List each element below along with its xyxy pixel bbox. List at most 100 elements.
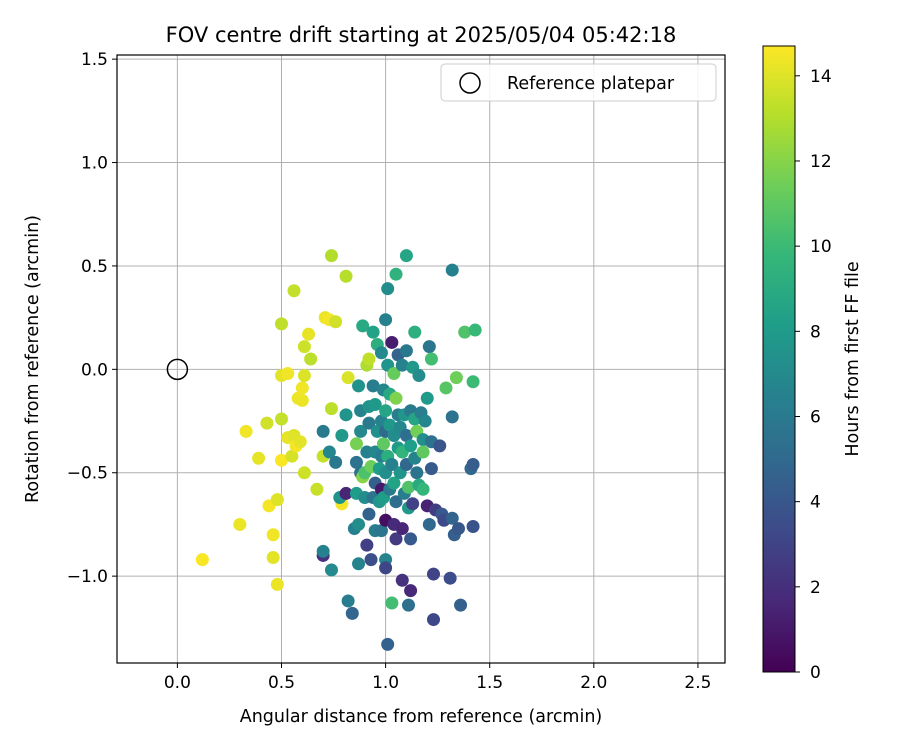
scatter-point <box>324 402 338 416</box>
scatter-point <box>377 437 391 451</box>
scatter-point <box>418 414 432 428</box>
scatter-point <box>439 381 453 395</box>
scatter-point <box>385 457 399 471</box>
scatter-points <box>166 249 482 651</box>
scatter-point <box>316 424 330 438</box>
scatter-point <box>416 482 430 496</box>
scatter-point <box>443 571 457 585</box>
scatter-point <box>239 424 253 438</box>
scatter-point <box>252 451 266 465</box>
scatter-point <box>449 371 463 385</box>
scatter-point <box>408 325 422 339</box>
scatter-point <box>339 408 353 422</box>
scatter-point <box>302 327 316 341</box>
scatter-point <box>322 445 336 459</box>
scatter-point <box>399 429 413 443</box>
scatter-point <box>374 524 388 538</box>
scatter-point <box>270 577 284 591</box>
x-tick-label: 2.0 <box>580 673 607 693</box>
scatter-point <box>445 263 459 277</box>
scatter-point <box>352 517 366 531</box>
scatter-point <box>341 371 355 385</box>
colorbar-tick-label: 8 <box>810 322 821 342</box>
scatter-point <box>297 340 311 354</box>
colorbar-label: Hours from first FF file <box>843 261 863 456</box>
scatter-point <box>366 379 380 393</box>
scatter-point <box>379 313 393 327</box>
reference-platepar-marker <box>166 358 189 381</box>
scatter-point <box>433 439 447 453</box>
scatter-point <box>324 563 338 577</box>
scatter-point <box>399 249 413 263</box>
scatter-point <box>389 495 403 509</box>
scatter-point <box>260 416 274 430</box>
y-tick-label: −1.0 <box>67 567 108 587</box>
scatter-point <box>420 391 434 405</box>
scatter-point <box>345 606 359 620</box>
scatter-point <box>339 269 353 283</box>
colorbar-tick-label: 12 <box>810 152 832 172</box>
scatter-point <box>389 391 403 405</box>
legend-label-reference: Reference platepar <box>507 74 675 94</box>
scatter-point <box>335 429 349 443</box>
y-tick-label: 1.5 <box>81 50 108 70</box>
scatter-point <box>360 538 374 552</box>
scatter-point <box>389 532 403 546</box>
colorbar-frame <box>762 45 796 673</box>
scatter-point <box>285 449 299 463</box>
scatter-point <box>324 249 338 263</box>
scatter-point <box>329 315 343 329</box>
scatter-point <box>349 455 363 469</box>
scatter-point <box>316 544 330 558</box>
scatter-point <box>364 553 378 567</box>
colorbar-tick-label: 10 <box>810 237 832 257</box>
scatter-point <box>379 404 393 418</box>
scatter-point <box>445 511 459 525</box>
scatter-point <box>366 325 380 339</box>
scatter-point <box>454 598 468 612</box>
scatter-point <box>270 493 284 507</box>
x-tick-label: 0.0 <box>164 673 191 693</box>
scatter-point <box>387 366 401 380</box>
scatter-point <box>295 381 309 395</box>
scatter-point <box>362 416 376 430</box>
scatter-point <box>402 480 416 494</box>
scatter-point <box>310 482 324 496</box>
y-axis-label: Rotation from reference (arcmin) <box>23 215 43 503</box>
scatter-point <box>274 317 288 331</box>
scatter-point <box>416 445 430 459</box>
scatter-point <box>389 267 403 281</box>
scatter-point <box>362 507 376 521</box>
scatter-point <box>468 323 482 337</box>
scatter-point <box>329 455 343 469</box>
scatter-point <box>410 466 424 480</box>
scatter-point <box>352 557 366 571</box>
colorbar <box>763 46 795 672</box>
scatter-point <box>379 561 393 575</box>
colorbar-tick-label: 14 <box>810 67 832 87</box>
x-axis-label: Angular distance from reference (arcmin) <box>240 707 603 727</box>
scatter-point <box>445 410 459 424</box>
scatter-point <box>422 340 436 354</box>
scatter-point <box>422 517 436 531</box>
scatter-point <box>395 522 409 536</box>
scatter-point <box>354 424 368 438</box>
scatter-point <box>404 532 418 546</box>
scatter-point <box>274 453 288 467</box>
scatter-point <box>387 476 401 490</box>
y-tick-label: 0.0 <box>81 360 108 380</box>
x-tick-label: 1.5 <box>476 673 503 693</box>
scatter-point <box>395 358 409 372</box>
grid-lines <box>117 55 725 663</box>
legend: Reference platepar <box>440 63 717 102</box>
scatter-point <box>466 375 480 389</box>
scatter-point <box>412 369 426 383</box>
scatter-point <box>356 319 370 333</box>
x-tick-label: 2.5 <box>684 673 711 693</box>
scatter-point <box>399 344 413 358</box>
scatter-point <box>424 352 438 366</box>
scatter-point <box>352 379 366 393</box>
colorbar-tick-label: 0 <box>810 663 821 683</box>
chart-title: FOV centre drift starting at 2025/05/04 … <box>166 23 677 47</box>
